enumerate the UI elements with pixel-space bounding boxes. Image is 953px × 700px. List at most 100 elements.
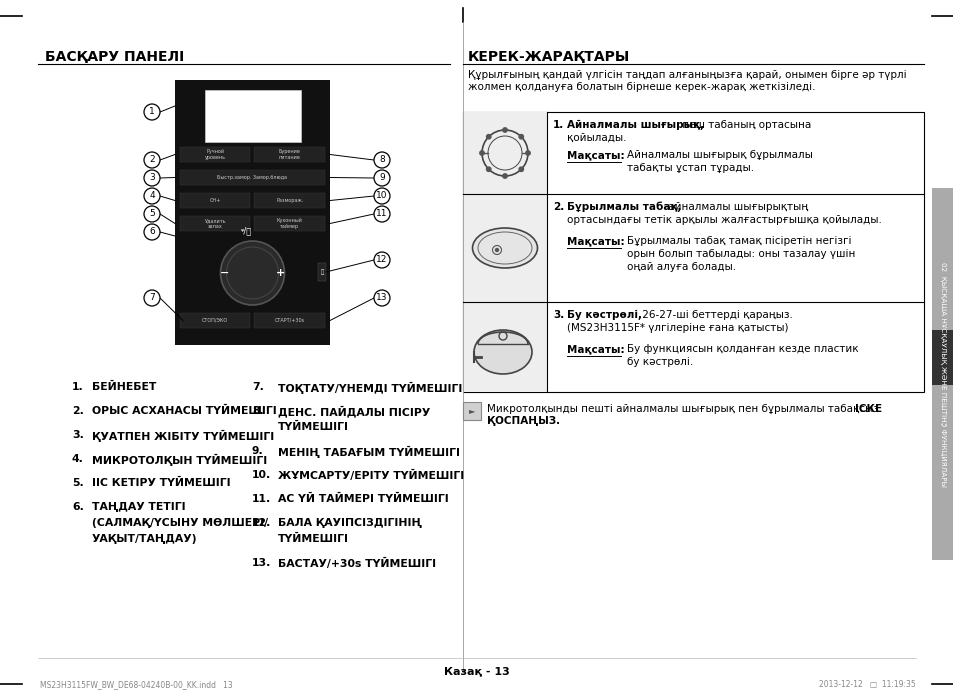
Bar (254, 313, 325, 328)
Text: Бу кәстрөлі,: Бу кәстрөлі, (566, 310, 641, 320)
Text: 11.: 11. (252, 494, 271, 504)
Circle shape (374, 188, 390, 204)
Text: Кухонный
таймер: Кухонный таймер (276, 218, 302, 229)
Circle shape (374, 170, 390, 186)
Circle shape (479, 150, 484, 155)
Text: 1.: 1. (71, 382, 84, 392)
Text: +: + (275, 268, 285, 278)
Bar (180, 147, 251, 162)
Text: ІІС КЕТІРУ ТҮЙМЕШІГІ: ІІС КЕТІРУ ТҮЙМЕШІГІ (91, 478, 231, 488)
Circle shape (374, 152, 390, 168)
Circle shape (525, 150, 530, 155)
Text: 7: 7 (149, 293, 154, 302)
Text: 8.: 8. (252, 406, 263, 416)
Circle shape (495, 248, 498, 251)
Text: БАЛА ҚАУІПСІЗДІГІНІҢ: БАЛА ҚАУІПСІЗДІГІНІҢ (277, 518, 421, 528)
Text: МЕНІҢ ТАБАҒЫМ ТҮЙМЕШІГІ: МЕНІҢ ТАБАҒЫМ ТҮЙМЕШІГІ (277, 446, 459, 458)
Ellipse shape (472, 228, 537, 268)
Bar (174, 80, 330, 345)
Text: оңай алуға болады.: оңай алуға болады. (626, 262, 736, 272)
Bar (462, 194, 546, 302)
Text: ЖҰМСАРТУ/ЕРІТУ ТҮЙМЕШІГІ: ЖҰМСАРТУ/ЕРІТУ ТҮЙМЕШІГІ (277, 470, 464, 481)
Circle shape (502, 128, 507, 132)
Text: 1: 1 (149, 108, 154, 116)
Text: Казақ - 13: Казақ - 13 (444, 666, 509, 676)
Text: 11: 11 (375, 209, 387, 218)
Text: 10: 10 (375, 192, 387, 200)
Text: 3.: 3. (553, 310, 563, 320)
Text: орын болып табылады: оны тазалау үшін: орын болып табылады: оны тазалау үшін (626, 249, 855, 259)
Text: МИКРОТОЛҚЫН ТҮЙМЕШІГІ: МИКРОТОЛҚЫН ТҮЙМЕШІГІ (91, 454, 267, 466)
Text: 26-27-ші беттерді қараңыз.: 26-27-ші беттерді қараңыз. (639, 310, 792, 320)
Text: 5: 5 (149, 209, 154, 218)
Text: Удалить
запах: Удалить запах (204, 218, 226, 229)
Text: БАСҚАРУ ПАНЕЛІ: БАСҚАРУ ПАНЕЛІ (45, 50, 184, 64)
Bar (462, 112, 546, 194)
Text: 2.: 2. (553, 202, 563, 212)
Bar (462, 112, 923, 392)
Text: ҚУАТПЕН ЖІБІТУ ТҮЙМЕШІГІ: ҚУАТПЕН ЖІБІТУ ТҮЙМЕШІГІ (91, 430, 274, 442)
Text: MS23H3115FW_BW_DE68-04240B-00_KK.indd   13: MS23H3115FW_BW_DE68-04240B-00_KK.indd 13 (40, 680, 233, 689)
Text: Мақсаты:: Мақсаты: (566, 150, 624, 160)
Bar (180, 216, 251, 231)
Text: СН+: СН+ (210, 198, 221, 203)
Bar (462, 402, 480, 420)
Bar (462, 302, 546, 392)
Bar (205, 90, 301, 142)
Circle shape (374, 252, 390, 268)
Text: Бурение
питание: Бурение питание (278, 149, 300, 160)
Bar (180, 313, 251, 328)
Text: жолмен қолдануға болатын бірнеше керек-жарақ жеткізіледі.: жолмен қолдануға болатын бірнеше керек-ж… (468, 82, 815, 92)
Text: Айналмалы шығырық бұрылмалы: Айналмалы шығырық бұрылмалы (626, 150, 812, 160)
Text: БАСТАУ/+30s ТҮЙМЕШІГІ: БАСТАУ/+30s ТҮЙМЕШІГІ (277, 558, 436, 569)
Text: 2013-12-12   □  11:19:35: 2013-12-12 □ 11:19:35 (819, 680, 915, 689)
Text: ᵠ/⏻: ᵠ/⏻ (240, 227, 252, 235)
Bar (254, 193, 325, 208)
Text: бу кәстрөлі.: бу кәстрөлі. (626, 357, 693, 367)
Text: ТҮЙМЕШІГІ: ТҮЙМЕШІГІ (277, 534, 349, 544)
Circle shape (374, 290, 390, 306)
Text: 02  ҚЫСҚАША НҰСҚАУЛЫҚ ЖӘНЕ ПЕШТІНҘ ФУНКЦИЯЛАРЫ: 02 ҚЫСҚАША НҰСҚАУЛЫҚ ЖӘНЕ ПЕШТІНҘ ФУНКЦИ… (939, 262, 945, 486)
Circle shape (144, 104, 160, 120)
Text: 2.: 2. (71, 406, 84, 416)
Text: Мақсаты:: Мақсаты: (566, 236, 624, 246)
Bar (931, 330, 953, 385)
Text: 6: 6 (149, 228, 154, 237)
Text: БЕЙНЕБЕТ: БЕЙНЕБЕТ (91, 382, 156, 392)
Text: 10.: 10. (252, 470, 271, 480)
Text: ІСКЕ: ІСКЕ (854, 404, 882, 414)
Text: ортасындағы тетік арқылы жалғастырғышқа қойылады.: ортасындағы тетік арқылы жалғастырғышқа … (566, 215, 881, 225)
Text: 12: 12 (375, 256, 387, 265)
Text: 13: 13 (375, 293, 387, 302)
Text: Мақсаты:: Мақсаты: (566, 344, 624, 354)
Text: пеш табаның ортасына: пеш табаның ортасына (679, 120, 810, 130)
Text: 4.: 4. (71, 454, 84, 464)
Text: ҚОСПАҢЫЗ.: ҚОСПАҢЫЗ. (486, 416, 559, 426)
Circle shape (486, 167, 491, 172)
Text: (MS23H3115F* үлгілеріне ғана қатысты): (MS23H3115F* үлгілеріне ғана қатысты) (566, 323, 788, 333)
Circle shape (518, 167, 523, 172)
Text: 4: 4 (149, 192, 154, 200)
Bar (931, 188, 953, 560)
Text: −: − (219, 268, 229, 278)
Circle shape (144, 206, 160, 222)
Text: табақты ұстап тұрады.: табақты ұстап тұрады. (626, 163, 753, 173)
Text: 1.: 1. (553, 120, 563, 130)
Circle shape (144, 152, 160, 168)
Text: 3: 3 (149, 174, 154, 183)
Circle shape (486, 134, 491, 139)
Text: 13.: 13. (252, 558, 271, 568)
Bar (254, 147, 325, 162)
Bar (254, 216, 325, 231)
Text: 6.: 6. (71, 502, 84, 512)
Circle shape (220, 241, 284, 305)
Text: Айналмалы шығырық,: Айналмалы шығырық, (566, 120, 703, 130)
Circle shape (518, 134, 523, 139)
Bar (180, 170, 325, 185)
Text: ДЕНС. ПАЙДАЛЫ ПІСІРУ: ДЕНС. ПАЙДАЛЫ ПІСІРУ (277, 406, 430, 418)
Bar (317, 263, 326, 281)
Text: КЕРЕК-ЖАРАҚТАРЫ: КЕРЕК-ЖАРАҚТАРЫ (468, 50, 630, 64)
Text: АС ҮЙ ТАЙМЕРІ ТҮЙМЕШІГІ: АС ҮЙ ТАЙМЕРІ ТҮЙМЕШІГІ (277, 494, 448, 504)
Text: айналмалы шығырықтың: айналмалы шығырықтың (664, 202, 807, 212)
Text: Микротолқынды пешті айналмалы шығырық пен бұрылмалы табақсыз: Микротолқынды пешті айналмалы шығырық пе… (486, 404, 882, 414)
